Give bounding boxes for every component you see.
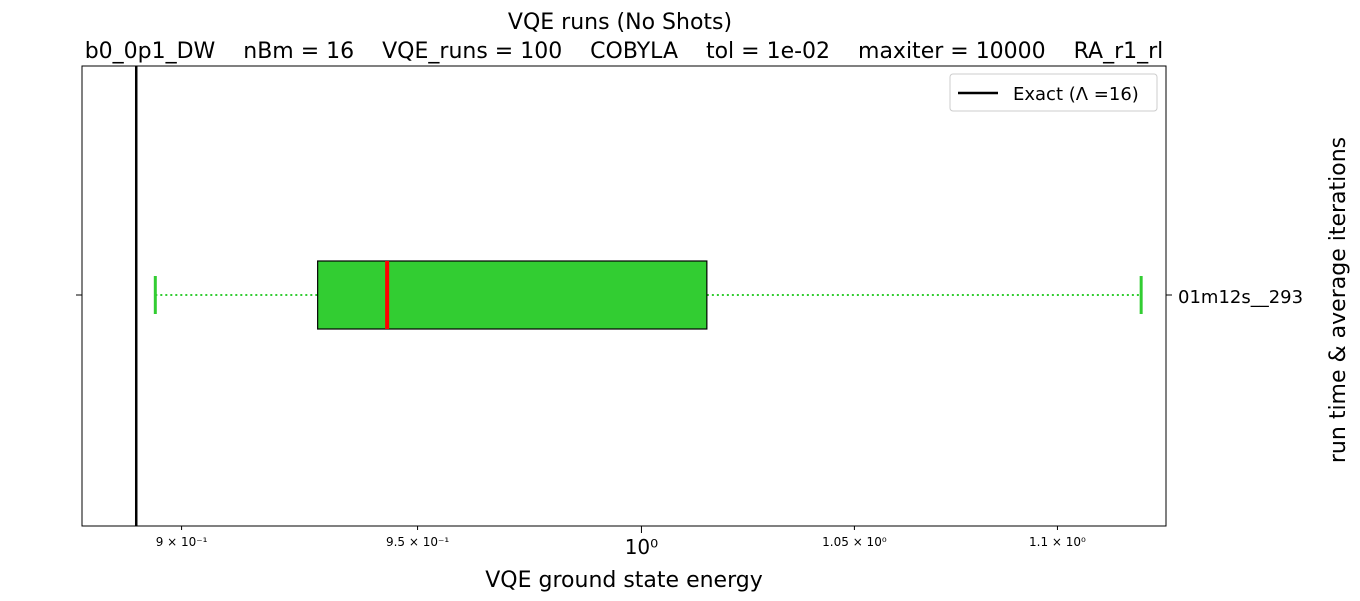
- legend-exact-label: Exact (Λ =16): [1013, 84, 1139, 105]
- legend-box: [949, 73, 1158, 112]
- x-tick-label: 1.1 × 10⁰: [1029, 535, 1086, 549]
- chart-title: VQE runs (No Shots): [508, 10, 732, 35]
- interquartile-box: [317, 260, 708, 330]
- x-tick-label: 9.5 × 10⁻¹: [386, 535, 449, 549]
- x-tick-label: 10⁰: [625, 535, 658, 559]
- chart-subtitle: b0_0p1_DW nBm = 16 VQE_runs = 100 COBYLA…: [85, 39, 1164, 64]
- plot-area: [134, 66, 1143, 526]
- x-axis: 9 × 10⁻¹ 9.5 × 10⁻¹ 10⁰ 1.05 × 10⁰ 1.1 × 10⁰: [76, 294, 1172, 559]
- x-axis-label: VQE ground state energy: [485, 568, 762, 593]
- category-label: 01m12s__293: [1178, 287, 1303, 308]
- x-tick-label: 1.05 × 10⁰: [822, 535, 887, 549]
- right-axis-label: run time & average iterations: [1326, 137, 1351, 463]
- x-tick-label: 9 × 10⁻¹: [156, 535, 208, 549]
- legend: Exact (Λ =16): [949, 73, 1158, 112]
- plot-frame: [81, 65, 1167, 527]
